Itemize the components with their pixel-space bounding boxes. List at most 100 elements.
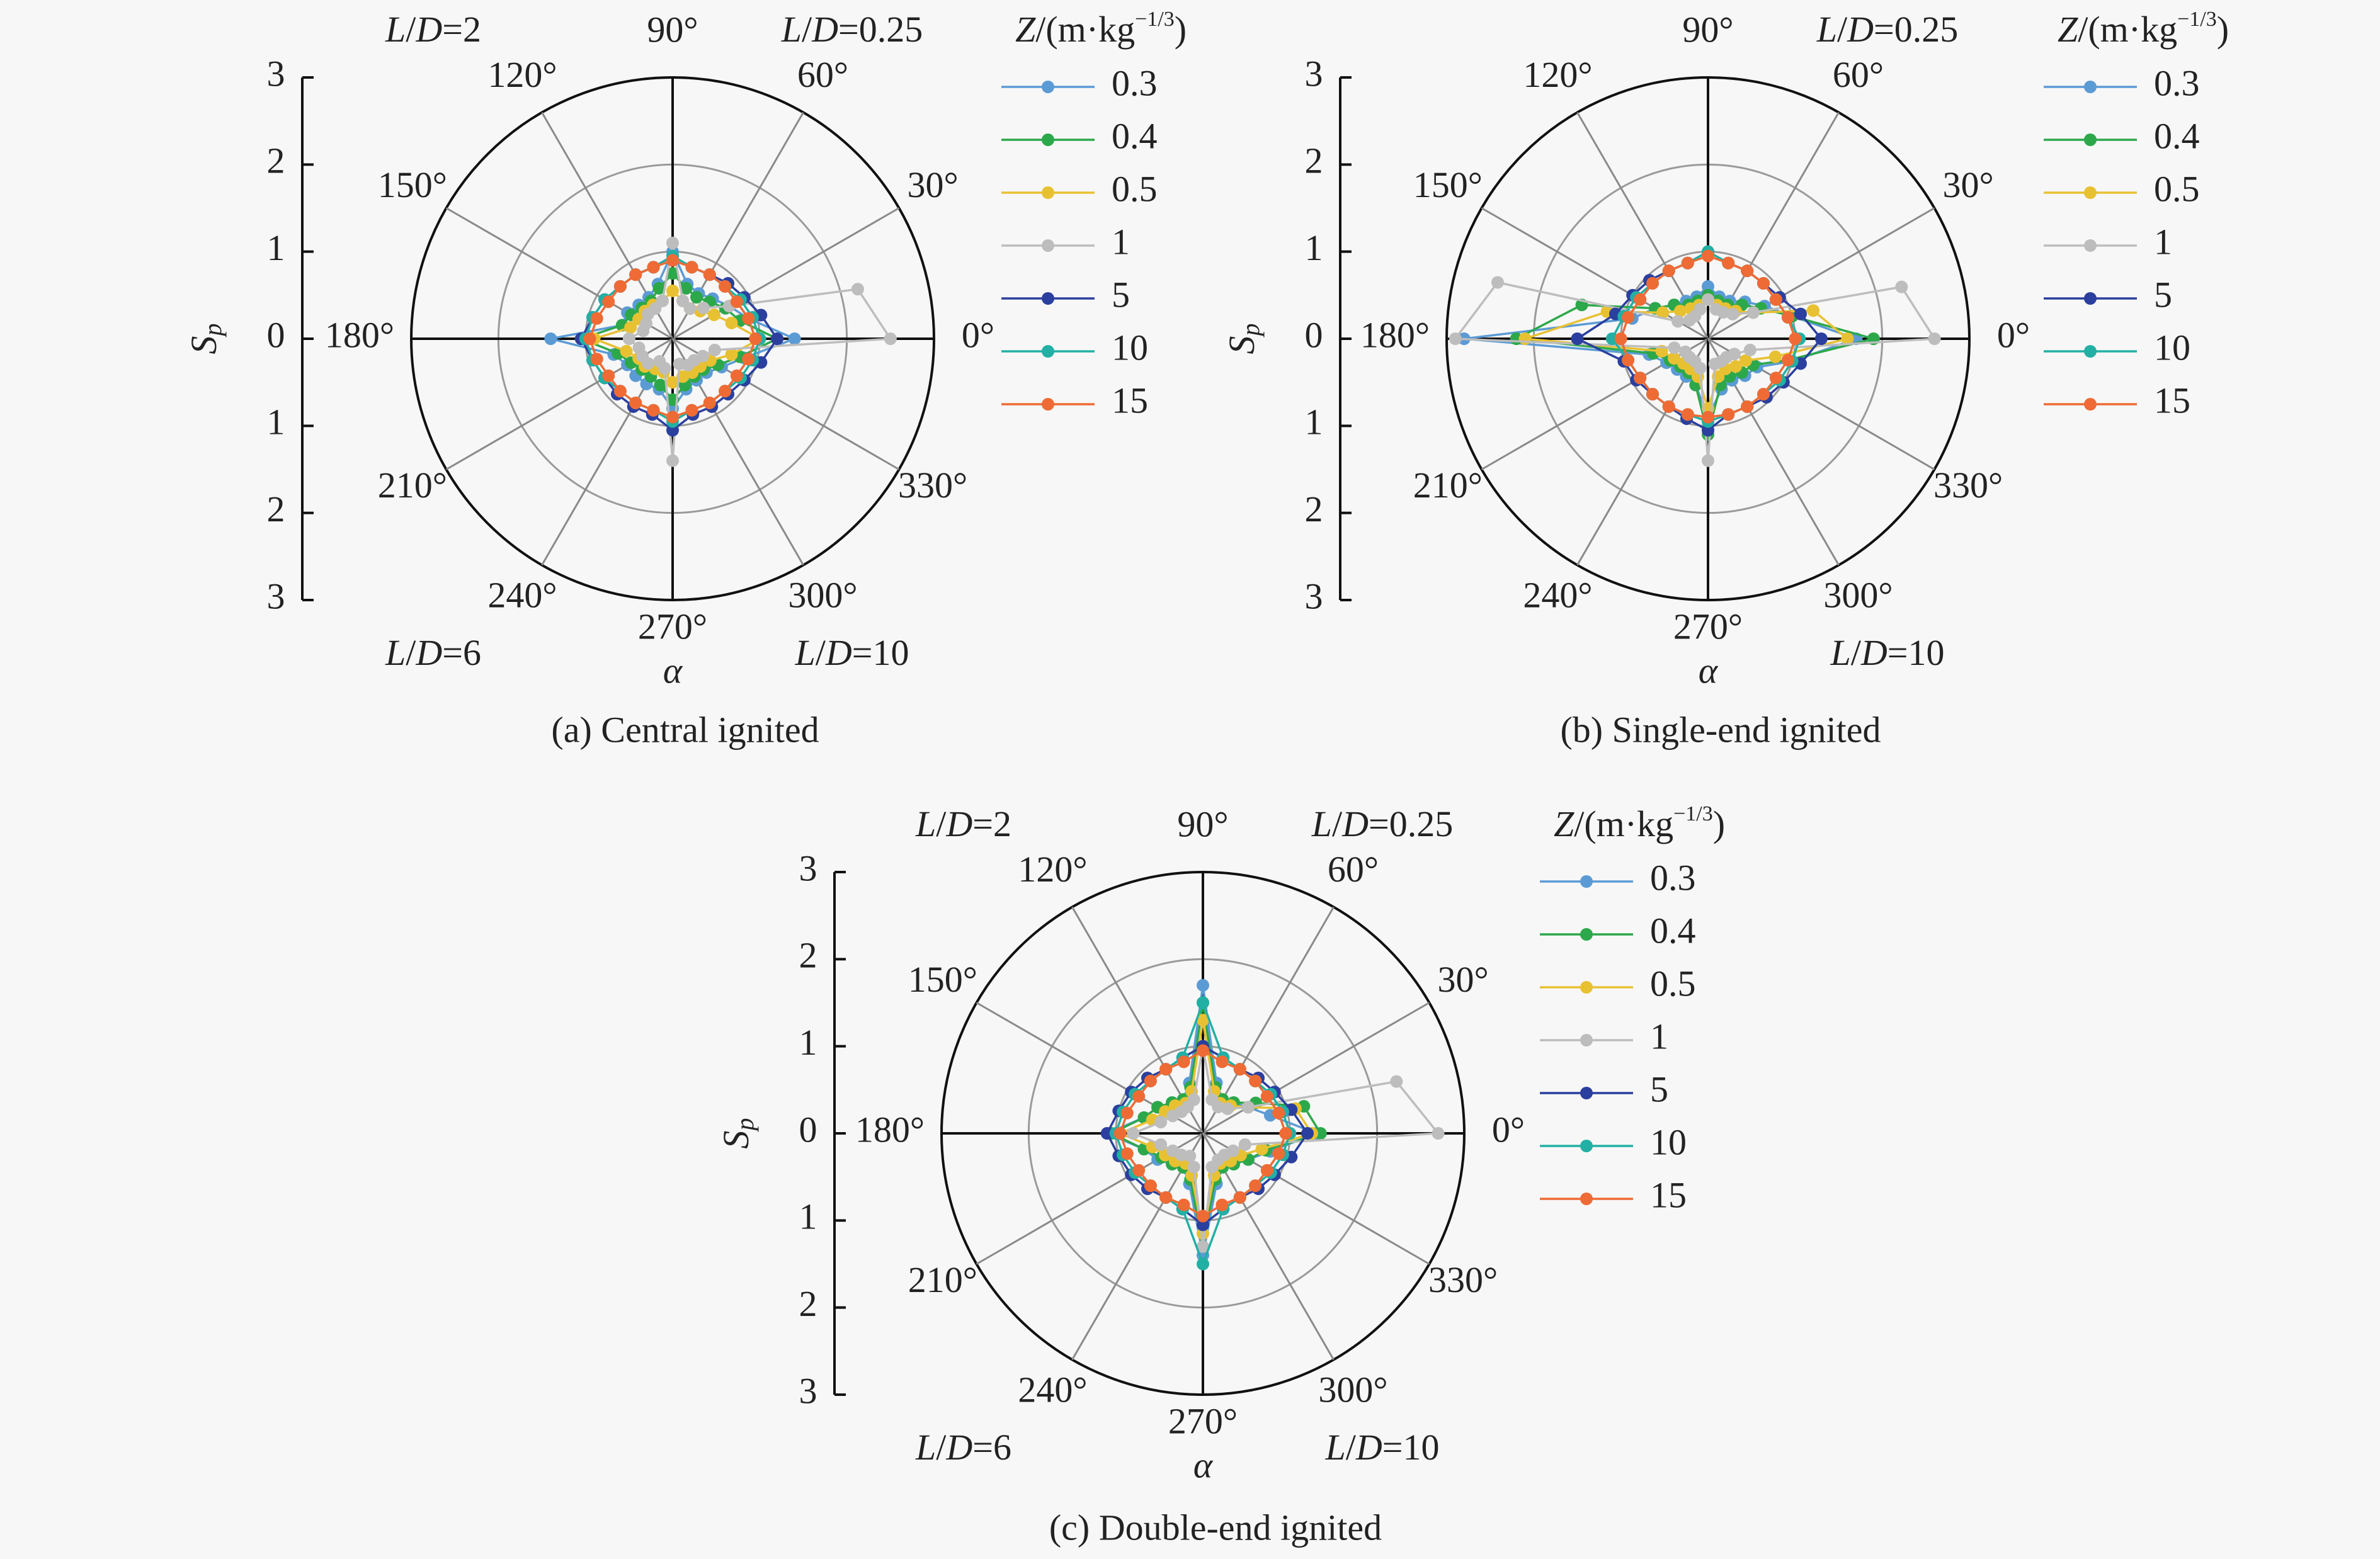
series-group	[1449, 245, 1941, 467]
data-point	[730, 295, 743, 309]
data-point	[1814, 332, 1828, 345]
data-point	[725, 348, 738, 361]
legend-title-close: )	[2217, 9, 2229, 50]
data-point	[666, 424, 679, 437]
y-tick-label: 1	[799, 1196, 817, 1237]
legend-swatch-marker	[1042, 345, 1054, 358]
legend-title: Z/(m·kg−1/3)	[1015, 8, 1187, 50]
data-point	[1216, 1055, 1229, 1069]
data-point	[1634, 371, 1647, 385]
legend-entry-label: 15	[1650, 1174, 1687, 1215]
data-point	[1681, 408, 1694, 421]
y-axis: 3 2 1 0 1 2 3 Sp	[1221, 53, 1352, 616]
data-point	[1233, 1063, 1246, 1076]
ld-symbol: D	[415, 632, 442, 673]
data-point	[680, 281, 693, 295]
data-point	[1726, 307, 1739, 320]
legend-entry-label: 0.3	[2154, 62, 2200, 103]
grid-spoke	[1481, 207, 1709, 340]
data-point	[1746, 306, 1760, 319]
ld-symbol: L	[781, 9, 802, 50]
data-point	[1646, 276, 1659, 290]
data-point	[708, 343, 721, 356]
data-point	[1197, 1240, 1209, 1253]
ld-separator: /	[802, 9, 812, 50]
ld-separator: /	[1332, 803, 1343, 844]
data-point	[1794, 307, 1807, 320]
legend-entry-label: 0.4	[1650, 910, 1696, 951]
y-tick-label: 3	[1305, 53, 1323, 94]
data-point	[654, 378, 667, 392]
legend-swatch-marker	[2084, 292, 2097, 305]
data-point	[1279, 1127, 1292, 1140]
series-group	[1100, 978, 1445, 1271]
data-point	[697, 302, 710, 315]
angle-tick-label: 300°	[1318, 1369, 1387, 1410]
data-point	[583, 332, 596, 345]
angle-tick-label: 270°	[1673, 606, 1743, 647]
legend-swatch-marker	[2084, 133, 2097, 146]
legend-entry-label: 1	[1112, 221, 1130, 262]
data-point	[1197, 1044, 1209, 1057]
angle-axis-label: α	[1193, 1444, 1214, 1485]
quadrant-label-tr: L/D=0.25	[1311, 803, 1454, 844]
data-point	[1100, 1127, 1113, 1140]
legend-swatch-marker	[1580, 1087, 1593, 1099]
polar-panel-3: 0° 30° 60° 90° 120° 150° 180° 210° 240° 270° 300° 3…	[715, 802, 1725, 1548]
legend-swatch-marker	[1042, 133, 1054, 146]
ld-value: =6	[442, 632, 481, 673]
ld-separator: /	[1837, 9, 1848, 50]
legend-title-exponent: −1/3	[1673, 802, 1713, 825]
ld-symbol: L	[795, 632, 816, 673]
data-point	[1197, 1210, 1209, 1223]
angle-tick-label: 300°	[1823, 574, 1893, 615]
data-point	[730, 369, 743, 382]
data-point	[1757, 276, 1770, 290]
data-point	[1656, 306, 1670, 319]
data-point	[1120, 1147, 1134, 1160]
legend-title-unit: /(m·kg	[1574, 803, 1673, 844]
data-point	[1241, 1101, 1255, 1114]
y-axis: 3 2 1 0 1 2 3 Sp	[183, 53, 314, 616]
angle-tick-label: 30°	[907, 164, 958, 205]
data-point	[685, 404, 698, 417]
y-tick-label: 3	[799, 1370, 817, 1411]
data-point	[1197, 1218, 1209, 1232]
data-point	[719, 385, 732, 398]
data-point	[1272, 1147, 1285, 1160]
legend-entry-label: 0.3	[1112, 62, 1158, 103]
data-point	[1183, 1149, 1197, 1162]
y-tick-label: 2	[799, 1283, 817, 1324]
y-tick-label: 1	[799, 1022, 817, 1063]
data-point	[624, 321, 637, 334]
data-point	[1144, 1179, 1157, 1193]
data-point	[719, 280, 732, 293]
data-point	[685, 261, 698, 274]
angle-tick-label: 150°	[908, 959, 977, 1000]
data-point	[1249, 1074, 1262, 1087]
data-point	[622, 332, 635, 345]
data-point	[1722, 256, 1735, 269]
legend-swatch-marker	[1580, 928, 1593, 941]
data-point	[1216, 1198, 1229, 1211]
angle-tick-label: 270°	[1168, 1400, 1238, 1441]
data-point	[1841, 332, 1854, 345]
data-point	[742, 353, 755, 366]
y-tick-label: 3	[267, 53, 285, 94]
grid-spoke	[1707, 207, 1935, 340]
data-point	[1741, 264, 1754, 278]
angle-tick-label: 30°	[1437, 959, 1488, 1000]
angle-tick-label: 330°	[1933, 465, 2003, 506]
ld-symbol: L	[385, 632, 406, 673]
angle-tick-label: 120°	[1018, 849, 1087, 890]
data-point	[1729, 360, 1743, 373]
data-point	[1314, 1127, 1327, 1140]
quadrant-label-bl: L/D=6	[915, 1427, 1011, 1468]
angle-tick-label: 180°	[325, 314, 394, 355]
quadrant-label-tl: L/D=2	[385, 9, 481, 50]
quadrant-label-tr: L/D=0.25	[781, 9, 923, 50]
data-point	[1221, 1102, 1234, 1115]
quadrant-label-br: L/D=10	[795, 632, 909, 673]
